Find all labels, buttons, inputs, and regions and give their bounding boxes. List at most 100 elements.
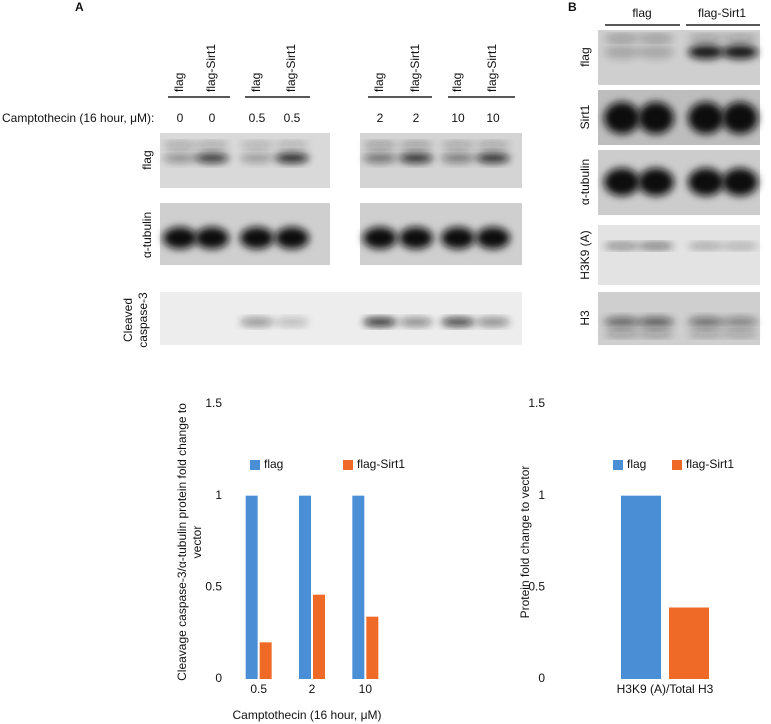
blot-band (604, 168, 640, 196)
blot-band (363, 142, 397, 148)
blot-band (722, 102, 758, 134)
dose-label: 2 (377, 111, 384, 125)
blot-band (722, 331, 758, 337)
blot-band (722, 243, 758, 249)
legend-label: flag (627, 457, 646, 471)
y-tick-label: 1.5 (528, 396, 545, 410)
panel-letter: B (568, 0, 577, 14)
bar (245, 495, 258, 679)
blot-band (399, 153, 433, 163)
blot-band (476, 153, 510, 163)
lane-group-label: flag-Sirt1 (698, 6, 746, 20)
blot-band (441, 142, 475, 148)
row-label: H3K9 (A) (578, 230, 592, 279)
blot-band (476, 318, 510, 326)
legend-label: flag-Sirt1 (357, 457, 405, 471)
row-label: Cleaved caspase-3 (121, 292, 150, 348)
blot-band (688, 317, 724, 327)
blot-band (163, 153, 197, 163)
legend-swatch (250, 460, 260, 470)
y-tick-label: 1.5 (205, 396, 222, 410)
row-label: α-tubulin (578, 159, 592, 205)
blot-band (163, 227, 197, 249)
blot-band (722, 168, 758, 196)
blot-band (195, 153, 229, 163)
blot-band (240, 318, 274, 326)
blot-band (638, 45, 674, 59)
row-label: flag (140, 150, 154, 169)
y-tick-label: 0.5 (528, 580, 545, 594)
dose-label: 10 (486, 111, 500, 125)
dose-label: 10 (451, 111, 465, 125)
lane-label: flag (249, 73, 263, 92)
blot-band (722, 317, 758, 327)
blot-membrane (598, 225, 760, 285)
row-label: H3 (578, 310, 592, 326)
blot-band (363, 227, 397, 249)
blot-band (399, 227, 433, 249)
dose-label: 0 (177, 111, 184, 125)
blot-band (638, 331, 674, 337)
blot-band (638, 168, 674, 196)
blot-band (275, 142, 309, 148)
blot-band (240, 142, 274, 148)
blot-membrane (160, 292, 522, 345)
blot-band (240, 153, 274, 163)
blot-band (722, 35, 758, 41)
bar (313, 594, 325, 679)
bar (352, 495, 365, 679)
y-tick-label: 0 (215, 671, 222, 685)
x-tick-label: 0.5 (250, 682, 267, 696)
blot-band (163, 142, 197, 148)
y-tick-label: 1 (538, 488, 545, 502)
blot-band (604, 331, 640, 337)
blot-band (195, 227, 229, 249)
blot-band (275, 153, 309, 163)
blot-band (688, 331, 724, 337)
y-tick-label: 1 (215, 488, 222, 502)
blot-band (195, 142, 229, 148)
blot-band (688, 45, 724, 59)
y-axis-label: Cleavage caspase-3/α-tubulin protein fol… (175, 402, 204, 681)
legend-label: flag (264, 457, 283, 471)
blot-band (275, 227, 309, 249)
y-tick-label: 0.5 (205, 580, 222, 594)
bar (669, 607, 709, 679)
lane-label: flag (172, 73, 186, 92)
legend-label: flag-Sirt1 (686, 457, 734, 471)
bar (621, 495, 661, 679)
blot-band (604, 35, 640, 41)
blot-band (399, 142, 433, 148)
lane-label: flag-Sirt1 (408, 44, 422, 92)
blot-band (688, 102, 724, 134)
x-tick-label: 10 (359, 682, 373, 696)
blot-band (399, 318, 433, 326)
blot-band (441, 318, 475, 326)
blot-band (363, 153, 397, 163)
legend-swatch (613, 460, 623, 470)
blots (160, 30, 760, 345)
lane-label: flag (372, 73, 386, 92)
blot-band (638, 317, 674, 327)
lane-group-label: flag (632, 6, 651, 20)
blot-band (476, 227, 510, 249)
legend-swatch (343, 460, 353, 470)
lane-label: flag-Sirt1 (284, 44, 298, 92)
blot-band (638, 102, 674, 134)
x-tick-label: H3K9 (A)/Total H3 (617, 682, 714, 696)
y-axis-label: Protein fold change to vector (517, 465, 532, 618)
x-tick-label: 2 (309, 682, 316, 696)
blot-band (604, 45, 640, 59)
blot-band (363, 318, 397, 326)
panel-letter: A (75, 0, 84, 14)
blot-band (688, 35, 724, 41)
blot-band (476, 142, 510, 148)
row-label: Sirt1 (578, 104, 592, 129)
row-label: flag (578, 47, 592, 66)
blot-band (638, 35, 674, 41)
blot-band (604, 317, 640, 327)
dose-label: 0.5 (284, 111, 301, 125)
lane-label: flag-Sirt1 (485, 44, 499, 92)
